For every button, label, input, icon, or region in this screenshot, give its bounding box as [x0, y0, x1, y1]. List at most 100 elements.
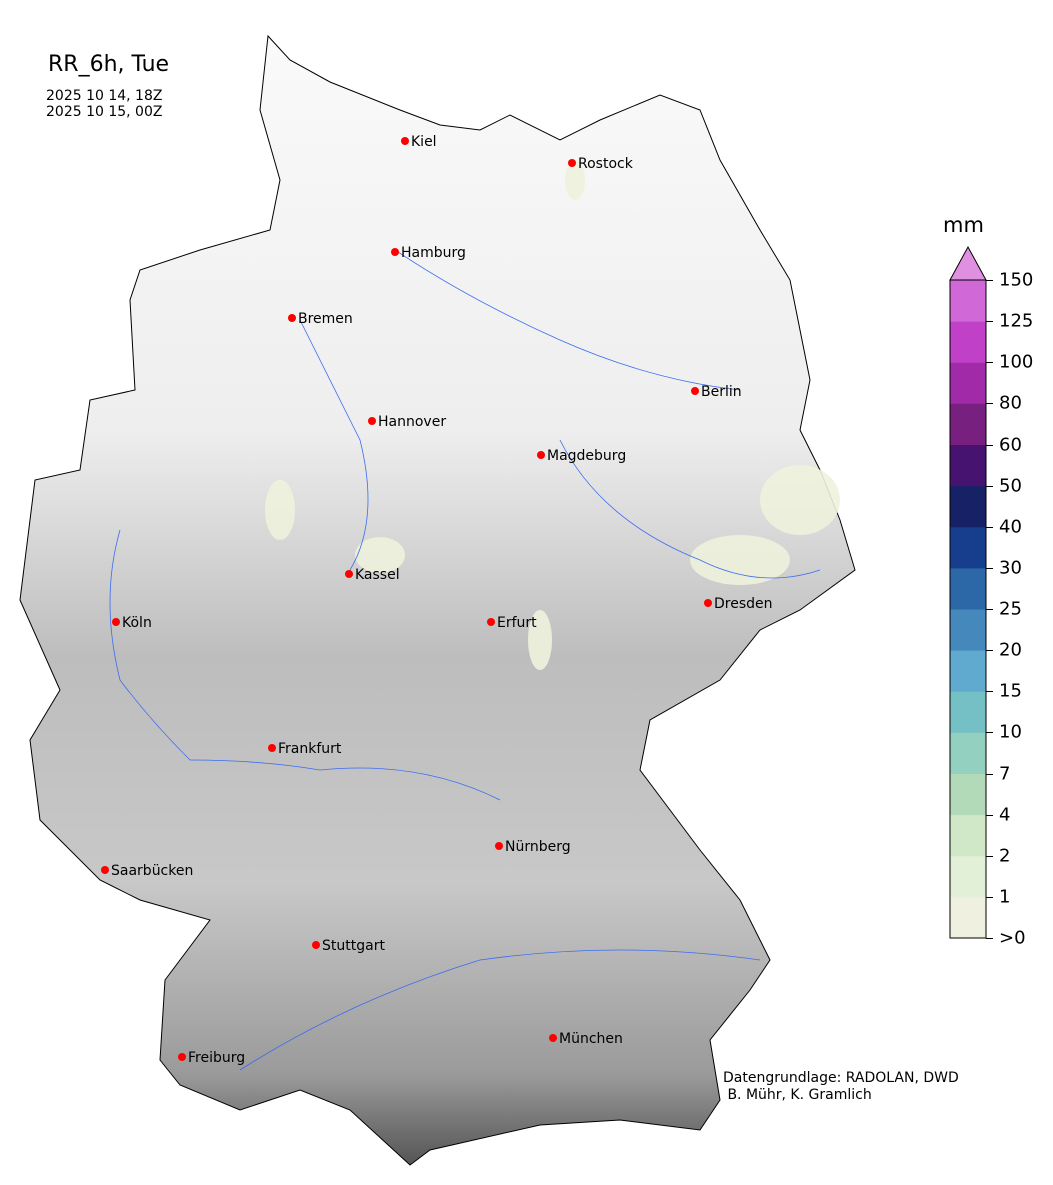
colorbar-tick-mark [986, 814, 993, 816]
colorbar-arrow [949, 245, 987, 281]
colorbar-tick-label: 50 [999, 475, 1022, 497]
colorbar-segment [950, 732, 986, 774]
city-marker [495, 842, 503, 850]
city-erfurt: Erfurt [487, 615, 537, 631]
city-label: Köln [122, 615, 152, 631]
colorbar-tick-mark [986, 609, 993, 610]
colorbar-segment [950, 814, 986, 857]
city-marker [288, 314, 296, 322]
city-label: Freiburg [188, 1050, 245, 1066]
colorbar-tick-label: 7 [999, 763, 1011, 784]
colorbar-segment [950, 444, 986, 487]
colorbar-tick-mark [986, 691, 993, 693]
colorbar-tick-mark [986, 567, 993, 569]
colorbar-tick-mark [986, 855, 993, 857]
colorbar-tick-label: 1 [999, 886, 1011, 908]
city-markers: Kiel Rostock Hamburg Bremen Berlin Hannover Ma… [101, 134, 773, 1066]
colorbar-tick-label: 2 [999, 845, 1011, 867]
colorbar-tick-label: 125 [999, 310, 1034, 332]
city-marker [312, 941, 320, 949]
city-label: Hannover [378, 414, 446, 430]
city-marker [704, 599, 712, 607]
city-label: Kassel [355, 567, 400, 583]
colorbar-tick-label: >0 [999, 927, 1026, 949]
colorbar-tick-label: 4 [999, 804, 1011, 826]
colorbar-unit: mm [943, 213, 984, 237]
city-berlin: Berlin [691, 384, 742, 400]
city-marker [549, 1034, 557, 1042]
colorbar-tick-label: 25 [999, 598, 1022, 620]
map-title: RR_6h, Tue [48, 52, 170, 77]
city-kiel: Kiel [401, 134, 437, 150]
city-rostock: Rostock [568, 156, 634, 172]
colorbar-segment [950, 609, 986, 651]
city-label: Magdeburg [547, 448, 626, 464]
city-label: München [559, 1031, 623, 1047]
colorbar-segment [950, 485, 986, 528]
city-marker [691, 387, 699, 395]
city-marker [178, 1053, 186, 1061]
period-end: 2025 10 15, 00Z [46, 104, 163, 120]
colorbar-segment [950, 896, 986, 939]
city-label: Kiel [411, 134, 437, 150]
city-bremen: Bremen [288, 311, 353, 327]
city-hamburg: Hamburg [391, 245, 466, 261]
colorbar-segment [950, 773, 986, 816]
city-marker [401, 137, 409, 145]
colorbar-tick-label: 80 [999, 392, 1022, 414]
city-marker [345, 570, 353, 578]
colorbar-segment [950, 362, 986, 404]
city-label: Saarbücken [111, 863, 193, 879]
city-frankfurt: Frankfurt [268, 741, 342, 757]
data-credit: Datengrundlage: RADOLAN, DWD B. Mühr, K.… [723, 1070, 959, 1103]
city-marker [268, 744, 276, 752]
city-saarbücken: Saarbücken [101, 863, 193, 879]
colorbar-segment [950, 280, 986, 322]
city-marker [487, 618, 495, 626]
city-dresden: Dresden [704, 596, 773, 612]
period-start: 2025 10 14, 18Z [46, 88, 163, 104]
city-label: Dresden [714, 596, 773, 612]
colorbar-tick-label: 40 [999, 516, 1022, 538]
colorbar-segment [950, 650, 986, 692]
colorbar-tick-label: 15 [999, 680, 1022, 702]
colorbar-tick-mark [986, 526, 993, 528]
city-label: Nürnberg [505, 839, 571, 855]
city-label: Bremen [298, 311, 353, 327]
colorbar [950, 280, 986, 939]
light-rain-areas [265, 160, 840, 670]
colorbar-tick-label: 100 [999, 351, 1034, 373]
city-label: Frankfurt [278, 741, 342, 757]
colorbar-tick-label: 150 [999, 269, 1034, 291]
city-münchen: München [549, 1031, 623, 1047]
city-label: Stuttgart [322, 938, 385, 954]
city-label: Rostock [578, 156, 634, 172]
colorbar-tick-label: 60 [999, 434, 1022, 455]
city-marker [112, 618, 120, 626]
colorbar-tick-mark [986, 896, 993, 898]
city-marker [568, 159, 576, 167]
city-marker [101, 866, 109, 874]
colorbar-segment [950, 691, 986, 733]
colorbar-tick-mark [986, 938, 993, 939]
city-label: Hamburg [401, 245, 466, 261]
city-kassel: Kassel [345, 567, 400, 583]
colorbar-tick-label: 10 [999, 721, 1022, 743]
city-köln: Köln [112, 615, 152, 631]
city-nürnberg: Nürnberg [495, 839, 571, 855]
colorbar-tick-mark [986, 403, 993, 405]
colorbar-tick-mark [986, 485, 993, 487]
city-marker [537, 451, 545, 459]
city-stuttgart: Stuttgart [312, 938, 385, 954]
city-marker [391, 248, 399, 256]
city-label: Erfurt [497, 615, 537, 631]
colorbar-segment [950, 321, 986, 363]
colorbar-segment [950, 567, 986, 610]
city-label: Berlin [701, 384, 742, 400]
colorbar-tick-mark [986, 444, 993, 446]
city-magdeburg: Magdeburg [537, 448, 626, 464]
colorbar-segment [950, 403, 986, 445]
colorbar-segment [950, 526, 986, 569]
